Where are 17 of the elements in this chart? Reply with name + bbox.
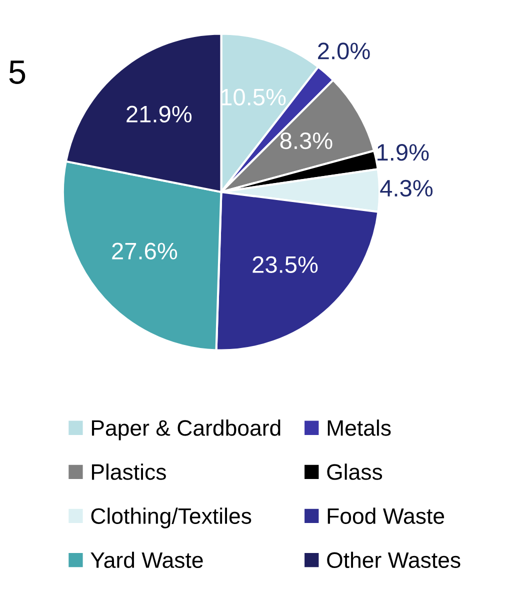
legend-label: Yard Waste	[90, 552, 203, 568]
text: 5	[9, 60, 26, 84]
data-label: 27.6%	[112, 242, 178, 260]
legend-label: Clothing/Textiles	[91, 508, 252, 528]
legend-label: Metals	[328, 420, 391, 436]
data-label: 2.0%	[318, 42, 370, 60]
data-label: 8.3%	[280, 132, 332, 150]
legend-label: Food Waste	[328, 508, 444, 524]
legend-label: Paper & Cardboard	[92, 420, 280, 440]
data-label: 23.5%	[252, 256, 318, 273]
data-label: 10.5%	[221, 88, 286, 106]
legend-label: Plastics	[92, 464, 166, 480]
data-label: 1.9%	[378, 144, 429, 161]
data-label: 21.9%	[126, 106, 192, 123]
legend-label: Glass	[327, 464, 382, 480]
data-label: 4.3%	[380, 180, 433, 197]
legend-label: Other Wastes	[327, 552, 460, 568]
